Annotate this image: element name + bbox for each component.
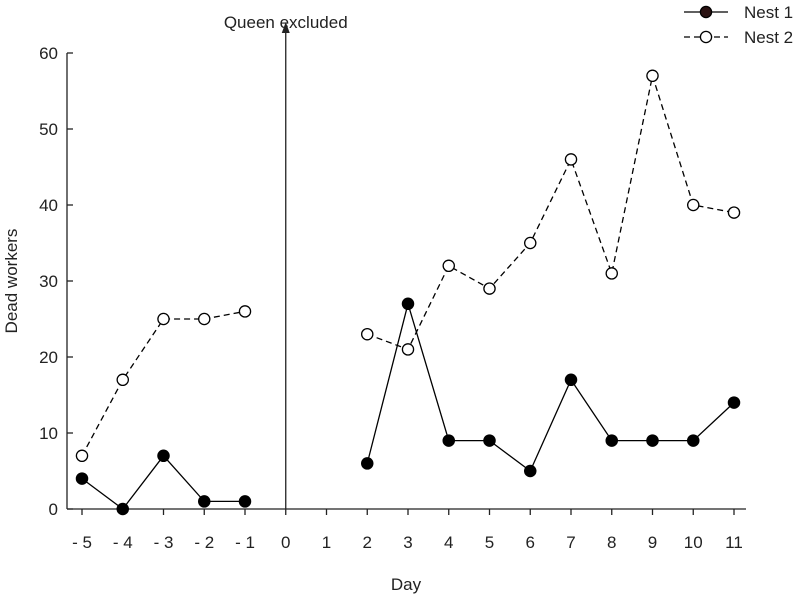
series-line (367, 73, 735, 351)
data-point (605, 434, 619, 447)
series-2 (75, 69, 741, 463)
x-tick-label: 9 (648, 533, 657, 552)
x-tick-label: 8 (607, 533, 616, 552)
x-tick-label: - 3 (154, 533, 174, 552)
data-point (157, 449, 170, 463)
x-ticks: - 5 - 4 - 3 - 2 - 1 0 1 2 3 4 5 6 7 8 9 10 11 (72, 509, 743, 552)
x-tick-label: - 1 (235, 533, 255, 552)
data-point (727, 206, 741, 219)
series-line (81, 454, 245, 510)
data-point (687, 434, 700, 447)
y-axis-label: Dead workers (2, 229, 21, 334)
data-point (238, 495, 252, 508)
x-tick-label: 6 (526, 533, 535, 552)
y-tick-label: 20 (39, 348, 58, 367)
data-point (687, 198, 700, 212)
data-point (75, 449, 89, 463)
legend: Nest 1 Nest 2 (684, 3, 793, 47)
x-tick-label: 5 (485, 533, 494, 552)
data-point (157, 312, 170, 326)
x-tick-label: 10 (684, 533, 703, 552)
data-point (238, 305, 252, 318)
series-group (75, 69, 741, 516)
data-point (442, 259, 455, 273)
data-point (442, 434, 455, 447)
y-tick-label: 40 (39, 196, 58, 215)
data-point (360, 327, 374, 341)
queen-excluded-label: Queen excluded (224, 13, 348, 32)
data-point (646, 69, 659, 83)
x-tick-label: - 4 (113, 533, 133, 552)
x-tick-label: 4 (444, 533, 453, 552)
y-tick-label: 10 (39, 424, 58, 443)
y-tick-label: 60 (39, 44, 58, 63)
x-tick-label: 1 (322, 533, 331, 552)
data-point (524, 236, 537, 250)
x-tick-label: 0 (281, 533, 290, 552)
data-point (75, 472, 89, 485)
data-point (564, 373, 578, 387)
data-point (564, 153, 578, 166)
annotation: Queen excluded (224, 13, 348, 509)
data-point (116, 502, 130, 516)
y-tick-label: 0 (49, 500, 58, 519)
data-point (605, 267, 619, 280)
series-1 (75, 297, 741, 516)
legend-label: Nest 2 (744, 28, 793, 47)
x-tick-label: 11 (725, 533, 743, 552)
x-tick-label: - 5 (72, 533, 92, 552)
data-point (524, 464, 537, 478)
y-ticks: 0 10 20 30 40 50 60 (39, 44, 73, 519)
data-point (401, 343, 415, 356)
x-tick-label: - 2 (194, 533, 214, 552)
data-point (360, 457, 374, 470)
data-point (116, 373, 130, 387)
x-tick-label: 2 (363, 533, 372, 552)
legend-item: Nest 2 (684, 28, 793, 47)
y-tick-label: 50 (39, 120, 58, 139)
data-point (483, 282, 496, 295)
legend-label: Nest 1 (744, 3, 793, 22)
legend-marker (699, 5, 713, 19)
data-point (197, 312, 211, 326)
x-axis-label: Day (391, 575, 422, 594)
y-tick-label: 30 (39, 272, 58, 291)
series-line (366, 301, 735, 473)
x-tick-label: 7 (566, 533, 575, 552)
queen-excluded-arrow-head (281, 22, 290, 33)
data-point (646, 434, 659, 447)
series-line (81, 310, 246, 457)
legend-item: Nest 1 (684, 3, 793, 22)
x-tick-label: 3 (403, 533, 412, 552)
data-point (401, 297, 415, 311)
data-point (483, 434, 496, 447)
data-point (197, 495, 211, 508)
data-point (727, 396, 741, 409)
legend-marker (699, 30, 713, 44)
